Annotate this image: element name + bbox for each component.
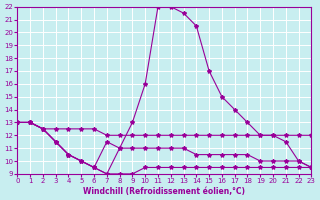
X-axis label: Windchill (Refroidissement éolien,°C): Windchill (Refroidissement éolien,°C): [84, 187, 245, 196]
